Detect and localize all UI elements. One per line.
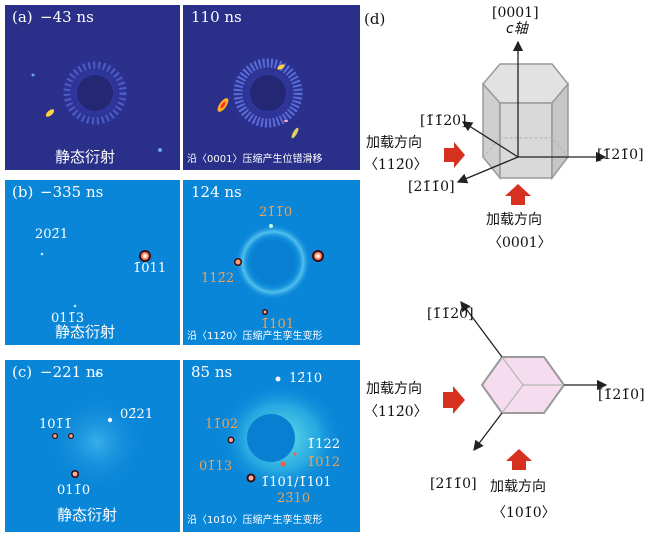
spot-label: 01̄13 — [199, 459, 233, 474]
diffraction-image-b-right — [231, 220, 324, 315]
caption-twinning: 沿〈101̄0〉压缩产生孪生变形 — [187, 515, 323, 526]
spot-label: 011̄3 — [51, 311, 85, 326]
panel-a-right: 110 ns 沿〈0001〉压缩产生位错滑移 — [183, 5, 360, 170]
time-label: −221 ns — [40, 363, 104, 381]
panel-b-left: (b) −335 ns 202̄1 1̄011 011̄3 静态衍射 — [5, 180, 180, 345]
spot-label: 1̄011 — [133, 261, 167, 276]
panel-label-b: (b) — [12, 183, 34, 201]
load-direction-label: 加载方向 — [366, 381, 422, 397]
diffraction-image-a-right — [217, 48, 313, 139]
axis-label: [1̄1̄20] — [420, 113, 467, 129]
time-label: −335 ns — [40, 183, 104, 201]
spot-label: 02̄21 — [120, 407, 154, 422]
time-label: 85 ns — [191, 363, 233, 381]
load-direction-value: 〈112̄0〉 — [364, 157, 428, 173]
load-arrow — [505, 184, 531, 205]
panel-label-a: (a) — [12, 8, 33, 26]
load-direction-label: 加载方向 — [490, 479, 546, 495]
spot-label: 1̄101 — [261, 317, 295, 332]
spot-label: 1̄122 — [307, 437, 341, 452]
caption-twinning: 沿〈112̄0〉压缩产生孪生变形 — [187, 331, 323, 342]
axis-arrow — [456, 156, 519, 184]
time-label: −43 ns — [40, 8, 94, 26]
spot-label: 21̄1̄0 — [259, 205, 293, 220]
axis-arrow — [461, 121, 519, 158]
load-arrow — [506, 449, 532, 470]
diffraction-image-b-left — [40, 250, 151, 308]
c-axis-label: c轴 — [506, 21, 528, 37]
axis-label: [1̄21̄0] — [597, 147, 644, 163]
panel-label-d: (d) — [364, 10, 386, 28]
axis-arrow — [473, 412, 503, 452]
load-arrow — [443, 386, 465, 414]
axis-label: [21̄1̄0] — [408, 179, 455, 195]
spot-label: 11̄02 — [205, 417, 239, 432]
panel-label-c: (c) — [12, 363, 33, 381]
panel-b-right: 124 ns 21̄1̄0 112̄2 1̄101 沿〈112̄0〉压缩产生孪生… — [183, 180, 360, 345]
load-direction-label: 加载方向 — [366, 135, 422, 151]
load-arrow — [444, 142, 465, 168]
caption-static-diffraction: 静态衍射 — [55, 323, 116, 341]
spot-label: 23̄10 — [277, 491, 311, 506]
spot-label: 1̄012 — [307, 455, 341, 470]
axis-label: [1̄1̄20] — [427, 306, 474, 322]
time-label: 124 ns — [191, 183, 242, 201]
time-label: 110 ns — [191, 8, 242, 26]
caption-static-diffraction: 静态衍射 — [57, 506, 118, 524]
load-direction-value: 〈0001〉 — [488, 235, 552, 251]
axis-label: [21̄1̄0] — [430, 476, 477, 492]
spot-label: 011̄0 — [57, 483, 91, 498]
axis-label: [0001] — [492, 5, 539, 21]
spot-label: 101̄1̄ — [39, 417, 73, 432]
caption-dislocation-slip: 沿〈0001〉压缩产生位错滑移 — [187, 154, 323, 165]
diffraction-image-c-left — [47, 372, 147, 492]
diffraction-image-a-left — [31, 48, 162, 152]
spot-label: 112̄2 — [201, 271, 235, 286]
panel-a-left: (a) −43 ns 静态衍射 — [5, 5, 180, 170]
spot-label: 1̄101/1̄101 — [261, 475, 332, 490]
diffraction-spot — [45, 109, 55, 117]
spot-label: 202̄1 — [35, 227, 69, 242]
hexagonal-prism — [482, 63, 569, 181]
load-direction-value: 〈112̄0〉 — [364, 404, 428, 420]
spot-label: 12̄10 — [289, 371, 323, 386]
axis-arrow — [460, 300, 503, 358]
diffraction-image-c-right — [219, 376, 343, 493]
load-direction-value: 〈101̄0〉 — [492, 505, 556, 521]
load-direction-label: 加载方向 — [486, 212, 542, 228]
axis-label: [1̄21̄0] — [598, 387, 645, 403]
panel-c-right: 85 ns 12̄10 11̄02 01̄13 1̄122 1̄012 1̄10… — [183, 360, 360, 532]
panel-c-left: (c) −221 ns 101̄1̄ 02̄21 011̄0 静态衍射 — [5, 360, 180, 532]
caption-static-diffraction: 静态衍射 — [55, 148, 116, 166]
